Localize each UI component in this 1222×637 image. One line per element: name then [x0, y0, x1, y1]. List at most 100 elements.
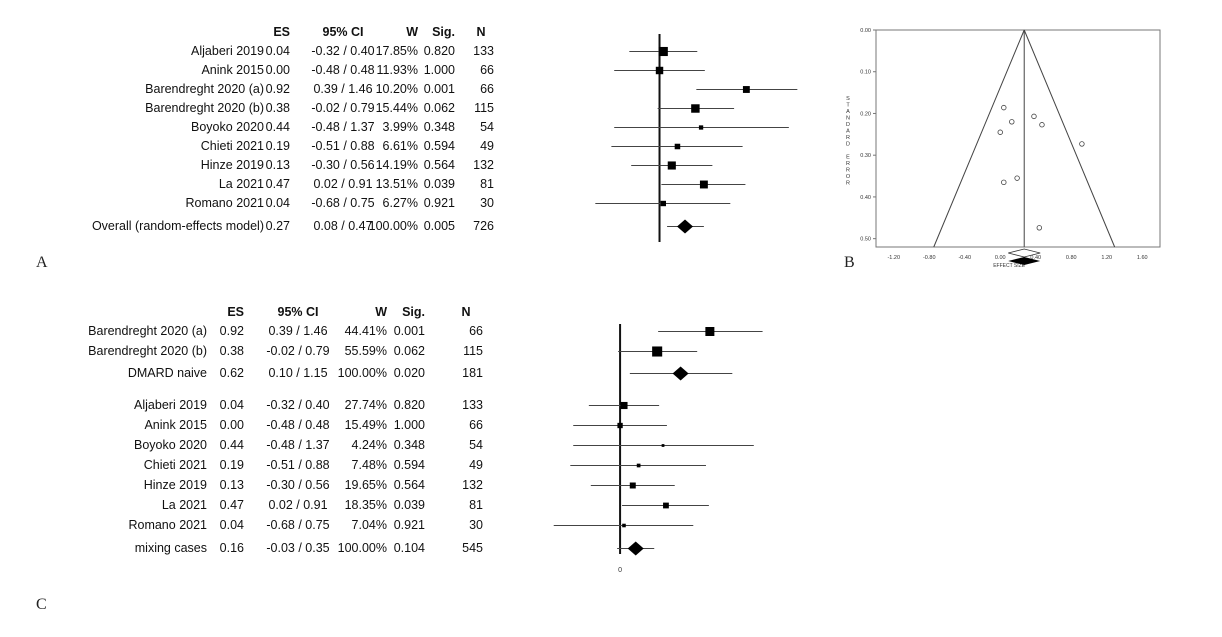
weight-value: 14.19% [375, 158, 418, 172]
ci-value: -0.02 / 0.79 [311, 101, 375, 115]
study-point [1036, 225, 1042, 231]
effect-square [705, 327, 715, 336]
header-es: ES [273, 25, 290, 39]
n-value: 54 [480, 120, 494, 134]
effect-square [674, 143, 681, 150]
es-value: 0.92 [265, 82, 290, 96]
weight-value: 55.59% [344, 344, 387, 358]
study-point [1031, 113, 1037, 120]
weight-value: 100.00% [368, 219, 418, 233]
pooled-diamond [677, 219, 694, 234]
effect-square [663, 502, 669, 509]
ci-value: -0.30 / 0.56 [311, 158, 375, 172]
header-w: W [375, 305, 387, 319]
ci-value: -0.32 / 0.40 [266, 398, 330, 412]
es-value: 0.04 [265, 196, 290, 210]
es-value: 0.00 [219, 418, 244, 432]
study-point [1079, 141, 1085, 147]
study-point [1009, 119, 1015, 125]
funnel-left-line [933, 29, 1025, 248]
panel-label-b: B [844, 254, 855, 271]
weight-value: 15.49% [344, 418, 387, 432]
forest-plot-c: 0 [553, 324, 763, 574]
study-label: Barendreght 2020 (b) [145, 101, 264, 115]
sig-value: 0.564 [393, 478, 425, 492]
study-point [1001, 179, 1007, 186]
weight-value: 17.85% [375, 44, 418, 58]
weight-value: 27.74% [344, 398, 387, 412]
plot-frame [875, 29, 1161, 248]
n-value: 66 [469, 418, 483, 432]
es-value: 0.27 [265, 219, 290, 233]
es-value: 0.04 [265, 44, 290, 58]
effect-square [636, 463, 641, 468]
weight-value: 7.48% [351, 458, 387, 472]
weight-value: 6.27% [382, 196, 418, 210]
y-tick-label: 0.40 [860, 195, 871, 201]
n-value: 49 [469, 458, 483, 472]
y-tick-label: 0.30 [860, 153, 871, 159]
x-tick-label: 1.20 [1101, 255, 1112, 261]
effect-square [652, 346, 663, 357]
n-value: 133 [473, 44, 494, 58]
n-value: 30 [469, 518, 483, 532]
header-n: N [476, 25, 486, 39]
n-value: 66 [480, 82, 494, 96]
n-value: 132 [473, 158, 494, 172]
sig-value: 0.594 [423, 139, 455, 153]
y-tick-label: 0.10 [860, 70, 871, 76]
pooled-diamond [1008, 257, 1041, 265]
n-value: 30 [480, 196, 494, 210]
study-label: Chieti 2021 [143, 458, 207, 472]
weight-value: 19.65% [344, 478, 387, 492]
effect-square [698, 125, 704, 130]
ci-value: 0.02 / 0.91 [268, 498, 328, 512]
ci-value: -0.48 / 1.37 [311, 120, 375, 134]
header-sig: Sig. [402, 305, 425, 319]
es-value: 0.04 [219, 398, 244, 412]
study-point [1001, 104, 1007, 111]
ci-value: -0.30 / 0.56 [266, 478, 330, 492]
sig-value: 0.062 [393, 344, 425, 358]
effect-square [658, 46, 668, 57]
study-label: Barendreght 2020 (b) [88, 344, 207, 358]
effect-square [742, 86, 750, 93]
sig-value: 0.921 [393, 518, 425, 532]
pooled-diamond [627, 541, 644, 556]
sig-value: 0.005 [423, 219, 455, 233]
ci-value: -0.68 / 0.75 [266, 518, 330, 532]
n-value: 181 [462, 366, 483, 380]
panel-label-c: C [36, 596, 47, 613]
study-point [1039, 122, 1045, 128]
study-label: Romano 2021 [128, 518, 207, 532]
study-label: Aljaberi 2019 [134, 398, 207, 412]
x-tick-label: 0.40 [1030, 255, 1041, 261]
weight-value: 3.99% [382, 120, 418, 134]
es-value: 0.44 [265, 120, 290, 134]
es-value: 0.62 [219, 366, 244, 380]
header-ci: 95% CI [277, 305, 319, 319]
x-axis-label: EFFECT SIZE [993, 263, 1026, 269]
header-w: W [406, 25, 418, 39]
es-value: 0.19 [265, 139, 290, 153]
n-value: 132 [462, 478, 483, 492]
sig-value: 0.062 [423, 101, 455, 115]
sig-value: 0.348 [393, 438, 425, 452]
sig-value: 0.820 [393, 398, 425, 412]
sig-value: 0.104 [393, 541, 425, 555]
ci-value: -0.48 / 0.48 [266, 418, 330, 432]
panel-label-a: A [36, 254, 48, 271]
ci-value: -0.02 / 0.79 [266, 344, 330, 358]
ci-value: 0.10 / 1.15 [268, 366, 328, 380]
sig-value: 1.000 [393, 418, 425, 432]
n-value: 115 [463, 344, 483, 358]
study-label: Boyoko 2020 [134, 438, 207, 452]
sig-value: 0.594 [393, 458, 425, 472]
ci-value: 0.39 / 1.46 [313, 82, 373, 96]
study-label: Aljaberi 2019 [191, 44, 264, 58]
sig-value: 0.001 [423, 82, 455, 96]
weight-value: 11.93% [376, 63, 418, 77]
x-tick-label: -1.20 [887, 255, 900, 261]
n-value: 545 [462, 541, 483, 555]
